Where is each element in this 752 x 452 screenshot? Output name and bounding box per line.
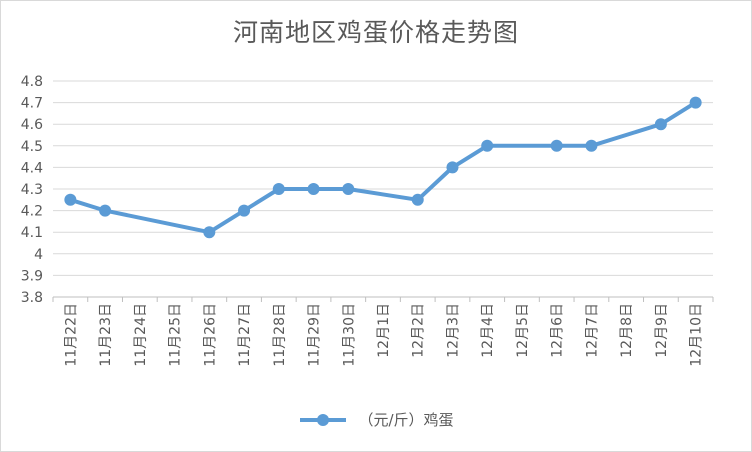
- data-point: [99, 204, 112, 217]
- y-tick-label: 4.3: [21, 182, 43, 198]
- data-point: [585, 139, 598, 152]
- x-tick-label: 11月29日: [307, 303, 323, 367]
- x-tick-label: 11月22日: [63, 303, 79, 367]
- legend-line-marker-icon: [300, 413, 347, 426]
- y-tick-label: 4.7: [21, 96, 43, 112]
- data-point: [446, 161, 459, 174]
- y-tick-label: 4.6: [21, 117, 43, 133]
- legend: （元/斤）鸡蛋: [1, 409, 751, 430]
- data-point: [307, 183, 320, 195]
- y-tick-label: 4.8: [21, 74, 43, 90]
- x-tick-label: 11月25日: [168, 303, 184, 367]
- data-point: [654, 118, 667, 131]
- y-tick-label: 4.2: [21, 204, 43, 220]
- data-point: [411, 193, 424, 206]
- y-tick-label: 4: [34, 247, 43, 263]
- x-tick-label: 11月24日: [133, 303, 149, 367]
- data-point: [203, 226, 216, 239]
- y-tick-label: 4.4: [21, 160, 43, 176]
- data-point: [481, 139, 494, 152]
- x-tick-label: 11月28日: [272, 303, 288, 367]
- y-tick-label: 3.9: [21, 268, 43, 284]
- x-tick-label: 12月7日: [584, 303, 600, 358]
- x-tick-label: 12月8日: [619, 303, 635, 358]
- data-point: [64, 193, 77, 206]
- x-tick-label: 11月23日: [98, 303, 114, 367]
- x-tick-label: 12月3日: [445, 303, 461, 358]
- chart-title: 河南地区鸡蛋价格走势图: [232, 18, 519, 47]
- x-tick-label: 12月5日: [515, 303, 531, 358]
- x-tick-label: 12月9日: [654, 303, 670, 358]
- data-point: [689, 96, 702, 109]
- x-tick-label: 11月26日: [202, 303, 218, 367]
- data-point: [272, 183, 285, 195]
- y-tick-label: 4.1: [21, 225, 43, 241]
- x-tick-label: 12月6日: [550, 303, 566, 358]
- data-point: [342, 183, 355, 195]
- y-tick-label: 4.5: [21, 139, 43, 155]
- x-tick-label: 12月1日: [376, 303, 392, 358]
- y-tick-label: 3.8: [21, 290, 43, 306]
- x-tick-label: 12月4日: [480, 303, 496, 358]
- x-tick-label: 11月30日: [341, 303, 357, 367]
- data-point: [550, 139, 563, 152]
- x-tick-label: 12月10日: [689, 303, 705, 367]
- legend-label: （元/斤）鸡蛋: [358, 411, 454, 429]
- data-point: [238, 204, 251, 217]
- x-tick-label: 11月27日: [237, 303, 253, 367]
- x-tick-label: 12月2日: [411, 303, 427, 358]
